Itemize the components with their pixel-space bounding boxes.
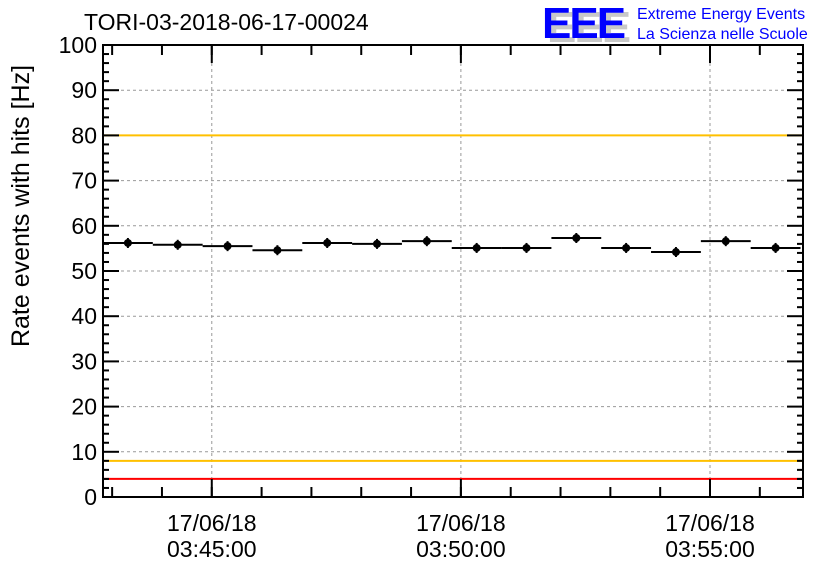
y-tick-label: 20 bbox=[71, 394, 97, 420]
data-points bbox=[103, 233, 801, 258]
x-tick-date-label: 17/06/18 bbox=[665, 510, 755, 536]
x-tick-date-label: 17/06/18 bbox=[416, 510, 506, 536]
x-tick-time-label: 03:50:00 bbox=[416, 536, 506, 562]
y-tick-label: 50 bbox=[71, 258, 97, 284]
data-point bbox=[223, 242, 232, 251]
data-point bbox=[771, 243, 780, 252]
data-point bbox=[422, 237, 431, 246]
y-tick-label: 40 bbox=[71, 303, 97, 329]
axes: 010203040506070809010017/06/1803:45:0017… bbox=[59, 32, 804, 562]
plot-frame bbox=[102, 44, 804, 498]
y-tick-label: 100 bbox=[59, 32, 97, 58]
data-point bbox=[173, 240, 182, 249]
data-point bbox=[472, 243, 481, 252]
data-point bbox=[572, 234, 581, 243]
eee-logo: EEE Extreme Energy Events La Scienza nel… bbox=[542, 0, 808, 48]
data-point bbox=[123, 238, 132, 247]
logo-line1: Extreme Energy Events bbox=[637, 6, 805, 23]
y-tick-label: 90 bbox=[71, 77, 97, 103]
data-point bbox=[721, 237, 730, 246]
y-axis-label: Rate events with hits [Hz] bbox=[7, 65, 35, 347]
grid bbox=[103, 45, 803, 497]
data-point bbox=[273, 246, 282, 255]
logo-line2: La Scienza nelle Scuole bbox=[637, 26, 808, 43]
data-point bbox=[323, 238, 332, 247]
logo-letters: EEE bbox=[542, 0, 625, 48]
data-point bbox=[522, 243, 531, 252]
y-tick-label: 80 bbox=[71, 122, 97, 148]
y-tick-label: 30 bbox=[71, 348, 97, 374]
chart-title: TORI-03-2018-06-17-00024 bbox=[84, 9, 369, 35]
data-point bbox=[373, 239, 382, 248]
y-tick-label: 60 bbox=[71, 213, 97, 239]
x-tick-date-label: 17/06/18 bbox=[167, 510, 257, 536]
data-point bbox=[622, 243, 631, 252]
x-tick-time-label: 03:55:00 bbox=[665, 536, 755, 562]
y-tick-label: 70 bbox=[71, 168, 97, 194]
reference-lines bbox=[103, 44, 803, 480]
y-tick-label: 0 bbox=[84, 484, 97, 510]
x-tick-time-label: 03:45:00 bbox=[167, 536, 257, 562]
data-point bbox=[671, 248, 680, 257]
y-tick-label: 10 bbox=[71, 439, 97, 465]
